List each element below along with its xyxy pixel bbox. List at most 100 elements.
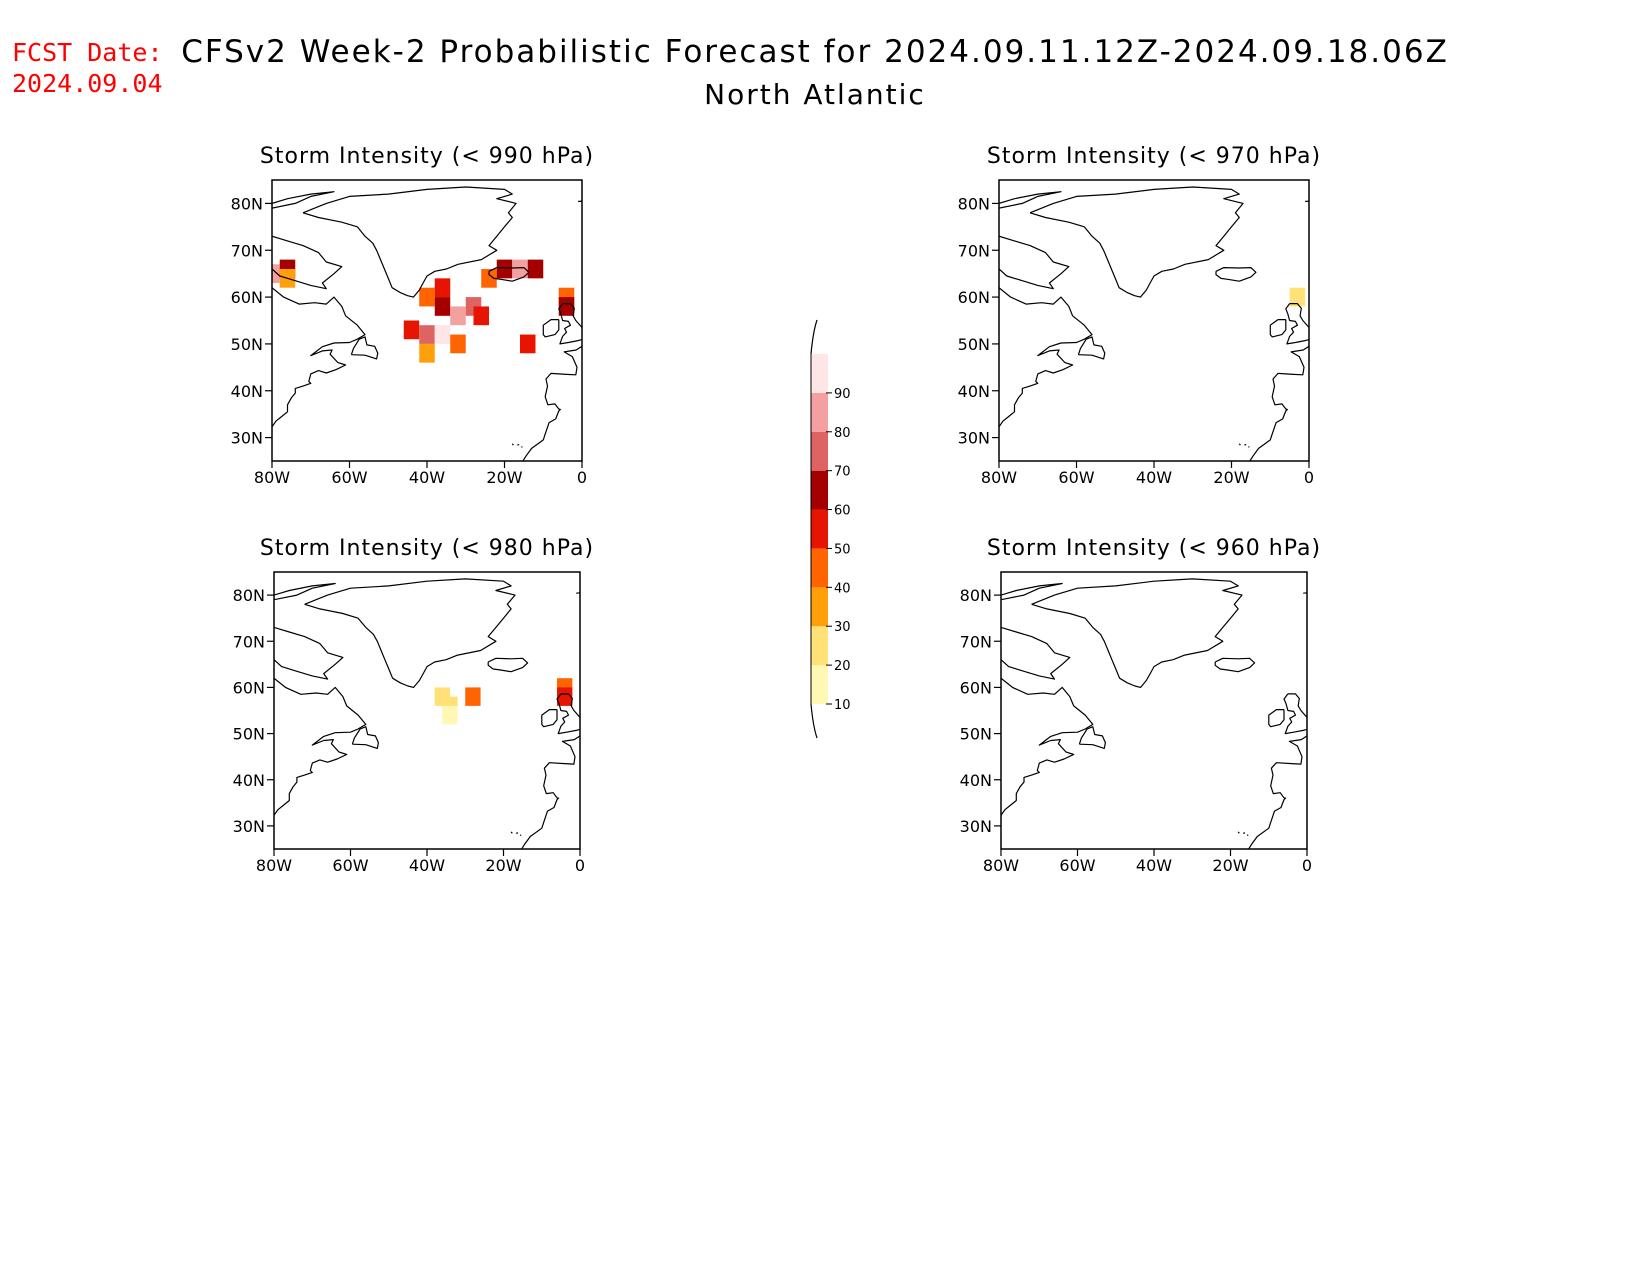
coastline-segment bbox=[272, 235, 343, 290]
colorbar-label: 30 bbox=[834, 620, 851, 635]
colorbar-legend: 10 20 30 40 50 60 70 80 90 bbox=[810, 319, 851, 739]
probability-cell bbox=[557, 687, 573, 706]
coastline-segment bbox=[274, 582, 336, 601]
colorbar-label: 20 bbox=[834, 659, 851, 674]
colorbar-segment bbox=[811, 587, 828, 627]
lat-tick-label: 60N bbox=[960, 678, 992, 697]
coastline bbox=[1001, 578, 1307, 849]
colorbar-segment bbox=[811, 509, 828, 549]
coastline-segment bbox=[488, 267, 530, 282]
map-frame bbox=[271, 179, 583, 462]
fcst-date-value: 2024.09.04 bbox=[12, 69, 163, 98]
probability-cell bbox=[442, 705, 458, 725]
panel-title: Storm Intensity (< 960 hPa) bbox=[987, 536, 1321, 561]
coastline-segment bbox=[521, 446, 523, 448]
probability-cell bbox=[450, 306, 466, 326]
lat-tick-label: 50N bbox=[960, 725, 992, 744]
probability-cell bbox=[1289, 287, 1306, 307]
coastline-segment bbox=[556, 693, 580, 735]
colorbar-label: 90 bbox=[834, 387, 851, 402]
lon-tick-label: 80W bbox=[983, 856, 1019, 875]
coastline-segment bbox=[558, 303, 582, 345]
lat-tick-label: 70N bbox=[233, 632, 265, 651]
coastline-segment bbox=[1247, 735, 1307, 849]
panel-title: Storm Intensity (< 990 hPa) bbox=[260, 144, 594, 169]
lat-tick-label: 50N bbox=[958, 335, 990, 354]
fcst-date-label: FCST Date: bbox=[12, 38, 163, 67]
probability-cell bbox=[465, 687, 481, 706]
colorbar-label: 60 bbox=[834, 504, 851, 519]
lat-tick-label: 70N bbox=[231, 241, 263, 260]
map-frame bbox=[998, 179, 1310, 462]
probability-cell bbox=[419, 325, 435, 344]
colorbar-label: 50 bbox=[834, 542, 851, 557]
lat-tick-label: 30N bbox=[231, 429, 263, 448]
lat-tick-label: 70N bbox=[958, 241, 990, 260]
probability-cells bbox=[272, 259, 575, 363]
coastline-segment bbox=[519, 834, 522, 836]
coastline-segment bbox=[999, 287, 1093, 428]
probability-cell bbox=[558, 297, 575, 316]
coastline-segment bbox=[511, 443, 514, 446]
coastline-segment bbox=[1001, 626, 1071, 680]
coastline-segment bbox=[1029, 186, 1244, 298]
colorbar-label: 10 bbox=[834, 698, 851, 713]
lon-tick-label: 80W bbox=[254, 468, 290, 487]
probability-cell bbox=[434, 325, 451, 344]
coastline-segment bbox=[304, 578, 516, 689]
coastline-segment bbox=[274, 677, 367, 816]
probability-cells bbox=[1289, 287, 1306, 307]
colorbar-segment bbox=[811, 392, 828, 432]
lat-tick-label: 30N bbox=[958, 429, 990, 448]
lon-tick-label: 60W bbox=[1059, 856, 1095, 875]
map-frame bbox=[273, 571, 581, 850]
map-panel-1: Storm Intensity (< 990 hPa) 80N 70N 60N 50N 4… bbox=[231, 144, 594, 487]
colorbar-label: 40 bbox=[834, 581, 851, 596]
coastline-segment bbox=[517, 444, 520, 446]
probability-cell bbox=[272, 264, 280, 284]
probability-cell bbox=[403, 320, 420, 340]
coastline-segment bbox=[1268, 708, 1285, 728]
probability-cell bbox=[473, 306, 489, 326]
coastline-segment bbox=[1283, 693, 1307, 735]
colorbar-segment bbox=[811, 548, 828, 588]
lat-tick-label: 50N bbox=[231, 335, 263, 354]
coastline-segment bbox=[1077, 336, 1106, 360]
probability-cell bbox=[520, 334, 536, 354]
lon-tick-label: 0 bbox=[575, 856, 585, 875]
coastline-segment bbox=[1269, 319, 1287, 338]
colorbar-label: 70 bbox=[834, 465, 851, 480]
coastline-segment bbox=[274, 626, 344, 680]
coastline bbox=[274, 578, 580, 849]
lat-tick-label: 60N bbox=[231, 288, 263, 307]
lon-tick-label: 60W bbox=[1058, 468, 1094, 487]
lat-tick-label: 70N bbox=[960, 632, 992, 651]
coastline-segment bbox=[302, 186, 517, 298]
coastline-segment bbox=[542, 319, 560, 338]
coastline-segment bbox=[1031, 578, 1243, 689]
lon-tick-label: 80W bbox=[981, 468, 1017, 487]
lon-tick-label: 40W bbox=[1136, 468, 1172, 487]
coastline-segment bbox=[1238, 443, 1241, 446]
coastline-segment bbox=[487, 657, 529, 673]
coastline-segment bbox=[1248, 446, 1250, 448]
coastline-segment bbox=[522, 345, 582, 461]
probability-cell bbox=[419, 287, 435, 307]
coastline bbox=[999, 186, 1309, 461]
coastline-segment bbox=[1215, 267, 1257, 282]
panel-title: Storm Intensity (< 970 hPa) bbox=[987, 144, 1321, 169]
lon-tick-label: 60W bbox=[332, 856, 368, 875]
lat-tick-label: 60N bbox=[233, 678, 265, 697]
colorbar-segment bbox=[811, 470, 828, 510]
colorbar-segment bbox=[811, 665, 828, 704]
lon-tick-label: 20W bbox=[1212, 856, 1248, 875]
lat-tick-label: 40N bbox=[958, 382, 990, 401]
colorbar-segment bbox=[811, 431, 828, 471]
colorbar-segment bbox=[811, 626, 828, 666]
coastline-segment bbox=[1078, 726, 1107, 750]
map-frame bbox=[1000, 571, 1308, 850]
lon-tick-label: 20W bbox=[486, 468, 522, 487]
lat-tick-label: 40N bbox=[231, 382, 263, 401]
probability-cell bbox=[450, 334, 466, 354]
